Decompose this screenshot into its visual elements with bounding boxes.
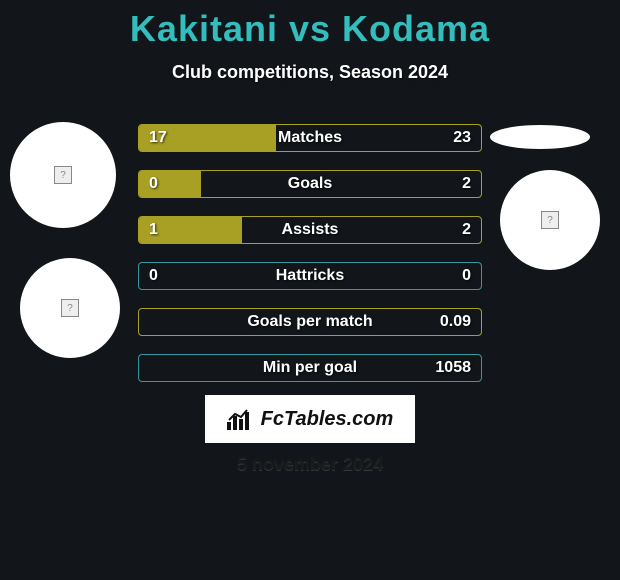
image-placeholder-icon: ? <box>541 211 559 229</box>
avatar-left-bottom: ? <box>20 258 120 358</box>
stat-label: Hattricks <box>139 263 481 289</box>
stat-label: Goals <box>139 171 481 197</box>
subtitle: Club competitions, Season 2024 <box>0 62 620 83</box>
stat-right-value: 23 <box>453 125 471 151</box>
stat-right-value: 2 <box>462 217 471 243</box>
image-placeholder-icon: ? <box>61 299 79 317</box>
stage: Kakitani vs Kodama Club competitions, Se… <box>0 0 620 580</box>
title-vs: vs <box>289 8 331 49</box>
stat-bar: 17Matches23 <box>138 124 482 152</box>
avatar-left-top: ? <box>10 122 116 228</box>
stat-right-value: 0 <box>462 263 471 289</box>
stat-bar: Goals per match0.09 <box>138 308 482 336</box>
brand-text: FcTables.com <box>261 408 394 431</box>
stat-bar: 0Goals2 <box>138 170 482 198</box>
stat-label: Assists <box>139 217 481 243</box>
stat-right-value: 2 <box>462 171 471 197</box>
title-player-a: Kakitani <box>130 8 278 49</box>
footer-date: 5 november 2024 <box>0 454 620 475</box>
brand-badge[interactable]: FcTables.com <box>205 395 415 443</box>
avatar-right: ? <box>500 170 600 270</box>
stat-label: Min per goal <box>139 355 481 381</box>
image-placeholder-icon: ? <box>54 166 72 184</box>
bar-chart-icon <box>227 408 253 430</box>
page-title: Kakitani vs Kodama <box>0 8 620 50</box>
stats-bars: 17Matches230Goals21Assists20Hattricks0Go… <box>138 124 482 400</box>
stat-label: Matches <box>139 125 481 151</box>
stat-right-value: 0.09 <box>440 309 471 335</box>
stat-bar: 0Hattricks0 <box>138 262 482 290</box>
stat-bar: 1Assists2 <box>138 216 482 244</box>
avatar-right-ellipse <box>490 125 590 149</box>
stat-label: Goals per match <box>139 309 481 335</box>
stat-bar: Min per goal1058 <box>138 354 482 382</box>
title-player-b: Kodama <box>342 8 490 49</box>
stat-right-value: 1058 <box>435 355 471 381</box>
